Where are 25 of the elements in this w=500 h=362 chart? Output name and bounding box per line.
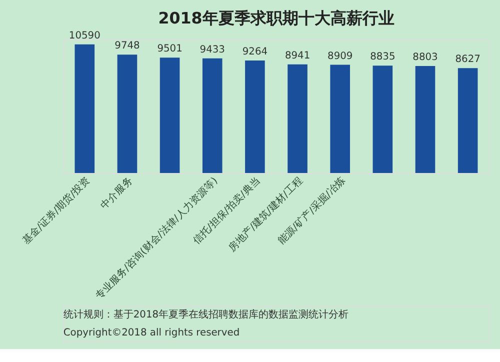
bar [160, 58, 180, 174]
bar [245, 60, 265, 174]
data-label: 9264 [242, 46, 268, 58]
data-label: 8627 [455, 54, 480, 66]
chart-title: 2018年夏季求职期十大高薪行业 [158, 8, 394, 28]
bar [330, 64, 350, 174]
text: 统计规则：基于2018年夏季在线招聘数据库的数据监测统计分析 [63, 308, 349, 321]
bar [202, 58, 222, 174]
data-label: 8803 [412, 52, 438, 64]
data-label: 8941 [284, 50, 310, 62]
bar [372, 66, 393, 174]
x-tick-label: 中介服务 [98, 174, 135, 212]
data-label: 9433 [200, 44, 225, 56]
bar [74, 44, 95, 174]
data-label: 8835 [370, 52, 396, 63]
data-label: 9748 [114, 40, 140, 52]
data-label: 9501 [157, 44, 182, 55]
bar [288, 64, 308, 174]
bar [415, 66, 436, 174]
bar [458, 68, 478, 174]
bar [117, 54, 138, 174]
x-tick-label: 基金/证券/期货/投资 [20, 174, 92, 247]
data-label: 8909 [328, 50, 353, 62]
text: Copyright©2018 all rights reserved [63, 327, 240, 338]
data-label: 10590 [68, 30, 100, 42]
